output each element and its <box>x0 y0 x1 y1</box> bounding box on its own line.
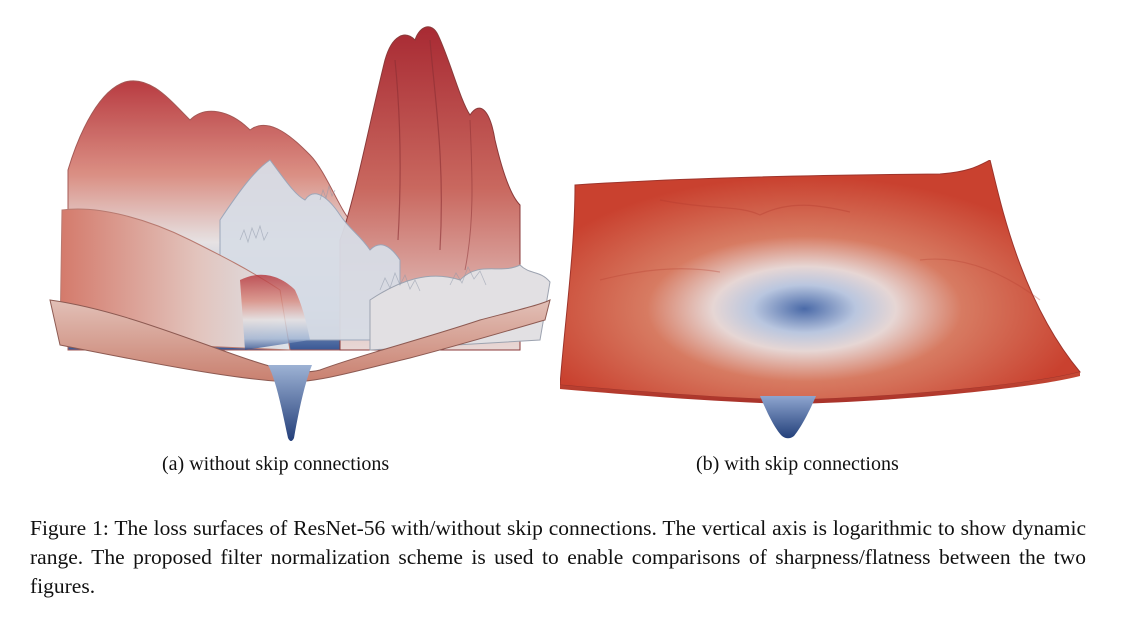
subcaption-a-text: without skip connections <box>189 453 390 475</box>
loss-surface-with-skip <box>560 160 1100 450</box>
subcaption-a-label: (a) <box>162 453 185 475</box>
subcaption-a: (a) without skip connections <box>162 452 389 476</box>
loss-surface-b-graphic <box>560 160 1081 439</box>
loss-surface-a-graphic <box>49 26 551 441</box>
figure-caption: Figure 1: The loss surfaces of ResNet-56… <box>30 516 1086 598</box>
subcaption-b: (b) with skip connections <box>696 452 899 476</box>
subcaption-b-text: with skip connections <box>724 453 899 475</box>
subcaption-b-label: (b) <box>696 453 720 475</box>
loss-surface-without-skip <box>40 20 560 450</box>
